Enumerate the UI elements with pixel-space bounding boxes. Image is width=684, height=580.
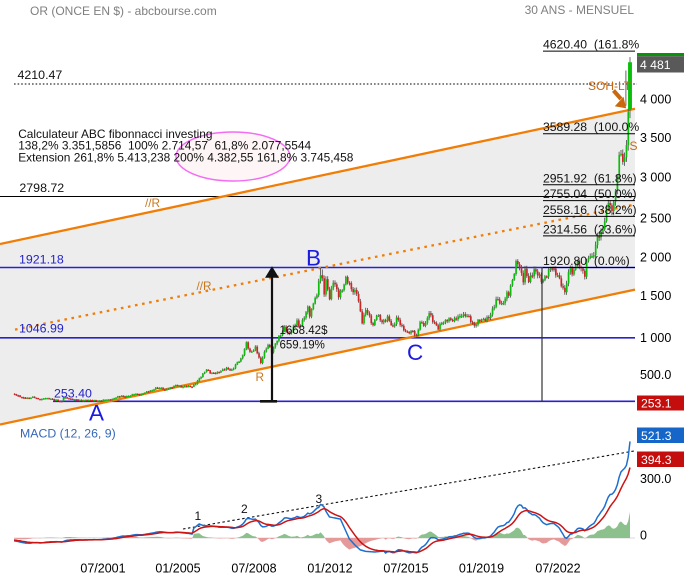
svg-text:1920.80 (0.0%): 1920.80 (0.0%) (543, 254, 630, 268)
svg-text:S: S (630, 139, 638, 153)
svg-text:2314.56 (23.6%): 2314.56 (23.6%) (543, 222, 637, 236)
svg-text:1921.18: 1921.18 (19, 253, 64, 267)
svg-text:500.0: 500.0 (640, 368, 671, 382)
svg-text:3 500: 3 500 (640, 131, 671, 145)
svg-text:MACD (12, 26, 9): MACD (12, 26, 9) (20, 427, 116, 441)
svg-text:30 ANS - MENSUEL: 30 ANS - MENSUEL (525, 3, 635, 17)
svg-text:253.40: 253.40 (54, 387, 92, 401)
svg-text:4210.47: 4210.47 (18, 68, 63, 82)
svg-text:2951.92 (61.8%): 2951.92 (61.8%) (543, 171, 637, 185)
svg-text:SOH-LT: SOH-LT (588, 79, 632, 93)
svg-text:07/2022: 07/2022 (535, 562, 580, 576)
svg-text:01/2019: 01/2019 (459, 562, 504, 576)
svg-text:1 500: 1 500 (640, 289, 671, 303)
svg-text:253.1: 253.1 (641, 397, 672, 411)
svg-text://R: //R (197, 279, 212, 293)
svg-text:1668.42$: 1668.42$ (280, 325, 329, 337)
svg-text:1 000: 1 000 (640, 331, 671, 345)
svg-text:C: C (407, 340, 423, 365)
svg-text:2 500: 2 500 (640, 212, 671, 226)
svg-text:1: 1 (195, 509, 202, 523)
svg-text:4 481: 4 481 (640, 58, 671, 72)
svg-text:138,2% 3.351,5856 100% 2.714,: 138,2% 3.351,5856 100% 2.714,57 61,8% 2.… (18, 138, 311, 152)
svg-text:R: R (256, 370, 265, 384)
svg-text:Extension 261,8% 5.413,238 200: Extension 261,8% 5.413,238 200% 4.382,55… (18, 150, 354, 164)
svg-text:2755.04 (50.0%): 2755.04 (50.0%) (543, 187, 637, 201)
svg-text:2 000: 2 000 (640, 251, 671, 265)
svg-text:3 000: 3 000 (640, 171, 671, 185)
svg-text:07/2001: 07/2001 (80, 562, 125, 576)
svg-text:OR (ONCE EN $) - abcbourse.com: OR (ONCE EN $) - abcbourse.com (30, 4, 217, 18)
svg-text:2558.16 (38.2%): 2558.16 (38.2%) (543, 203, 637, 217)
svg-text:1046.99: 1046.99 (19, 322, 64, 336)
svg-text:01/2005: 01/2005 (155, 562, 200, 576)
svg-text://R: //R (145, 196, 160, 210)
svg-text:A: A (89, 401, 104, 426)
svg-text:B: B (306, 245, 321, 270)
svg-text:3589.28 (100.0%: 3589.28 (100.0% (543, 120, 639, 134)
svg-text:2798.72: 2798.72 (19, 181, 64, 195)
svg-text:3: 3 (316, 492, 323, 506)
svg-text:300.0: 300.0 (640, 472, 671, 486)
svg-text:4620.40 (161.8%: 4620.40 (161.8% (543, 38, 639, 52)
svg-text:659.19%: 659.19% (280, 340, 325, 352)
svg-text:07/2015: 07/2015 (383, 562, 428, 576)
svg-text:521.3: 521.3 (641, 429, 672, 443)
svg-text:Calculateur ABC fibonnacci inv: Calculateur ABC fibonnacci investing (18, 127, 212, 141)
svg-text:394.3: 394.3 (641, 453, 672, 467)
svg-text:07/2008: 07/2008 (231, 562, 276, 576)
svg-text:4 000: 4 000 (640, 93, 671, 107)
svg-text:01/2012: 01/2012 (307, 562, 352, 576)
svg-text:0: 0 (640, 529, 647, 543)
svg-text:2: 2 (241, 502, 248, 516)
